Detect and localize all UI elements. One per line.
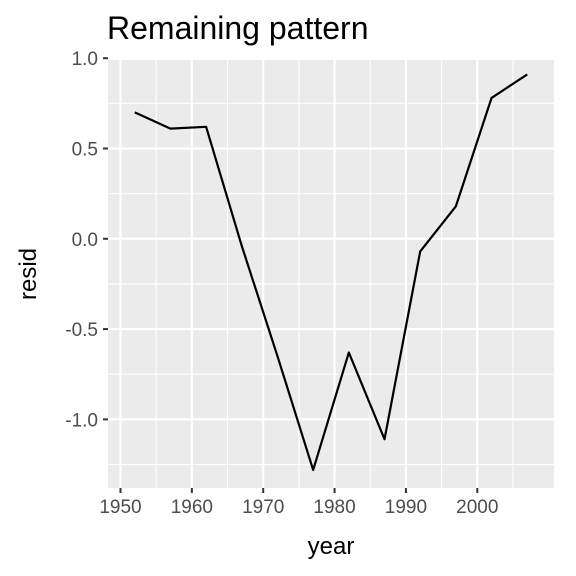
minor-gridlines-x xyxy=(155,60,514,488)
x-tick-label: 1950 xyxy=(99,497,141,518)
y-tick-label: 0.0 xyxy=(72,230,98,251)
y-axis: 1.0 0.5 0.0 -0.5 -1.0 xyxy=(65,49,108,431)
x-tick-label: 1970 xyxy=(242,497,284,518)
data-point xyxy=(526,73,528,75)
data-point xyxy=(491,97,493,99)
minor-gridlines-y xyxy=(108,102,554,466)
data-point xyxy=(205,126,207,128)
major-gridlines-y xyxy=(108,57,554,421)
series-group xyxy=(134,73,528,472)
data-point xyxy=(241,245,243,247)
data-point xyxy=(419,250,421,252)
x-axis: 1950 1960 1970 1980 1990 2000 xyxy=(99,488,498,518)
y-tick-label: -1.0 xyxy=(65,410,98,431)
x-tick-label: 2000 xyxy=(456,497,498,518)
series-line xyxy=(134,73,528,472)
data-point xyxy=(455,205,457,207)
y-tick-label: 1.0 xyxy=(72,49,98,70)
x-tick-label: 1990 xyxy=(385,497,427,518)
x-axis-title: year xyxy=(308,533,355,560)
y-tick-label: -0.5 xyxy=(65,320,98,341)
data-point xyxy=(348,352,350,354)
data-point xyxy=(169,128,171,130)
data-point xyxy=(134,111,136,113)
major-gridlines-x xyxy=(119,60,479,488)
y-tick-label: 0.5 xyxy=(72,139,98,160)
chart-title: Remaining pattern xyxy=(107,10,368,46)
x-tick-label: 1960 xyxy=(171,497,213,518)
data-point xyxy=(276,355,278,357)
plot-panel xyxy=(108,60,554,488)
y-axis-title: resid xyxy=(15,248,42,300)
data-point xyxy=(384,438,386,440)
data-point xyxy=(312,469,314,471)
x-tick-label: 1980 xyxy=(313,497,355,518)
